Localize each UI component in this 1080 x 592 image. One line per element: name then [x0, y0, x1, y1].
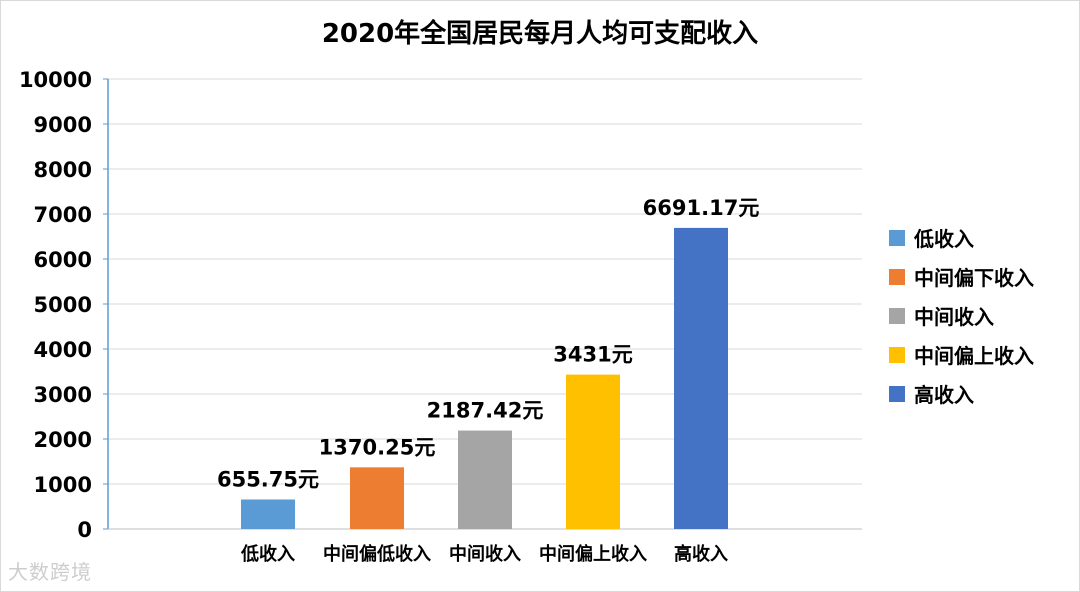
x-tick-label: 中间收入: [449, 543, 521, 565]
x-tick-label: 高收入: [674, 543, 728, 565]
bar: [458, 430, 512, 529]
x-tick-label: 中间偏上收入: [539, 543, 647, 565]
chart-title: 2020年全国居民每月人均可支配收入: [322, 18, 758, 49]
data-label: 6691.17元: [643, 196, 760, 220]
legend-label: 高收入: [914, 383, 974, 407]
legend-label: 中间偏下收入: [914, 266, 1034, 290]
bar: [350, 467, 404, 529]
x-tick-label: 中间偏低收入: [323, 543, 431, 565]
y-tick-label: 8000: [34, 158, 92, 182]
legend-swatch: [889, 308, 905, 324]
legend-label: 中间收入: [914, 305, 994, 329]
bar: [566, 374, 620, 529]
y-tick-label: 10000: [19, 68, 92, 92]
y-tick-label: 7000: [34, 203, 92, 227]
bar: [674, 227, 728, 530]
data-label: 2187.42元: [427, 399, 544, 423]
y-tick-label: 2000: [34, 428, 92, 452]
watermark: 大数跨境: [8, 560, 92, 584]
x-tick-label: 低收入: [240, 543, 295, 565]
data-label: 3431元: [553, 343, 632, 367]
legend-label: 中间偏上收入: [914, 344, 1034, 368]
y-tick-label: 9000: [34, 113, 92, 137]
y-tick-label: 6000: [34, 248, 92, 272]
legend-swatch: [889, 269, 905, 285]
y-tick-label: 4000: [34, 338, 92, 362]
legend-label: 低收入: [913, 227, 974, 251]
legend-swatch: [889, 230, 905, 246]
y-tick-label: 1000: [34, 473, 92, 497]
data-label: 1370.25元: [319, 435, 436, 459]
y-tick-label: 5000: [34, 293, 92, 317]
legend-swatch: [889, 386, 905, 402]
data-label: 655.75元: [217, 467, 319, 491]
y-tick-label: 3000: [34, 383, 92, 407]
legend-swatch: [889, 347, 905, 363]
bar: [241, 499, 295, 529]
y-tick-label: 0: [77, 518, 92, 542]
